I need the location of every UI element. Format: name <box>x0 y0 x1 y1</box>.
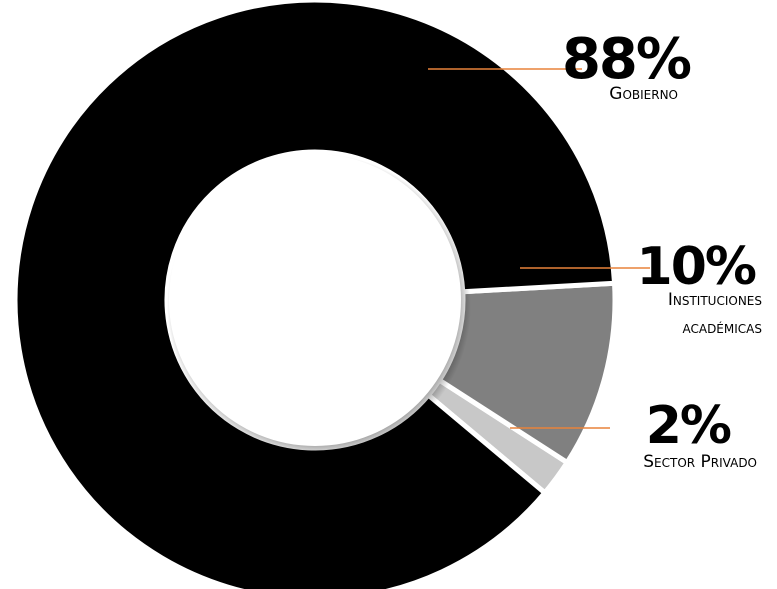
slice-percent-label: 10% <box>637 237 756 297</box>
slice-percent-label: 88% <box>562 27 691 92</box>
labels-group: 88%Gobierno 10%Instituciones académicas 2%S… <box>428 27 762 472</box>
slice-category-label: Instituciones <box>668 290 762 310</box>
slice-percent-label: 2% <box>646 396 731 456</box>
donut-hole <box>169 154 461 446</box>
slice-category-label: Gobierno <box>609 84 678 104</box>
slices-group <box>12 0 618 589</box>
slice-category-label: académicas <box>682 318 762 338</box>
slice-category-label: Sector Privado <box>643 452 757 472</box>
donut-slice <box>12 0 618 589</box>
